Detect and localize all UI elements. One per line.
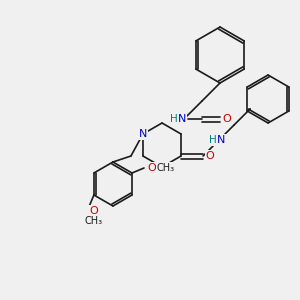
Text: O: O [223,114,231,124]
Text: O: O [89,206,98,216]
Text: H: H [209,135,217,145]
Text: N: N [217,135,225,145]
Text: N: N [178,114,186,124]
Text: N: N [139,129,147,139]
Text: O: O [206,151,214,161]
Text: O: O [148,163,156,173]
Text: H: H [170,114,178,124]
Text: CH₃: CH₃ [85,216,103,226]
Text: CH₃: CH₃ [157,163,175,173]
